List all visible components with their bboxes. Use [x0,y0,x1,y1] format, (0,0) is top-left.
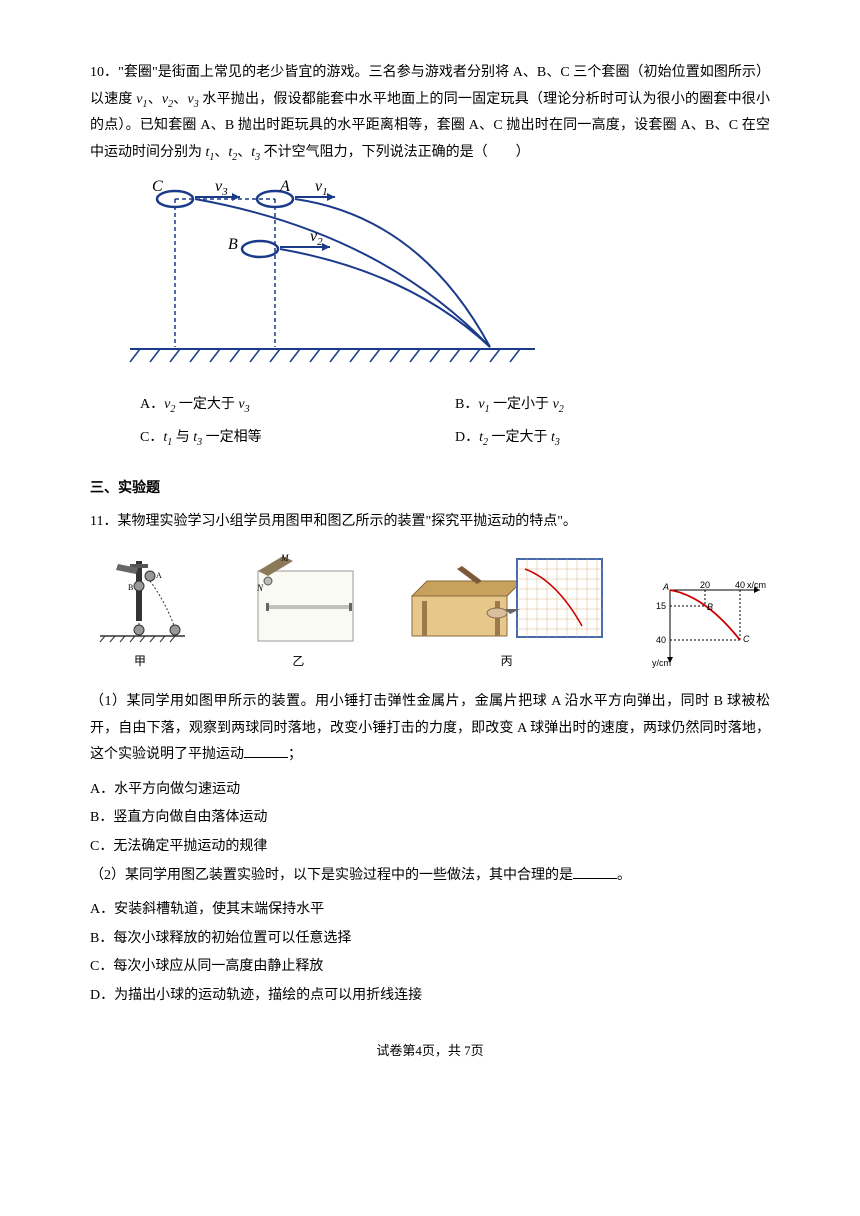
v1-sub: 1 [143,98,148,109]
v2-sub: 2 [168,98,173,109]
q11-opt1-B: B．竖直方向做自由落体运动 [90,805,770,832]
svg-text:B: B [128,583,133,592]
img-jia: A B 甲 [90,556,190,673]
img-bing: 丙 [407,551,607,673]
caption-bing: 丙 [501,650,513,673]
optB-pre: B． [455,397,478,412]
q11-opt2-D: D．为描出小球的运动轨迹，描绘的点可以用折线连接 [90,983,770,1010]
svg-text:A: A [156,571,162,580]
img-yi: M N 乙 [233,551,363,673]
q11-opt1-A: A．水平方向做匀速运动 [90,777,770,804]
optC-tail: 一定相等 [202,430,262,445]
q11-opt2-A: A．安装斜槽轨道，使其末端保持水平 [90,897,770,924]
svg-text:N: N [256,583,264,593]
optA-pre: A． [140,397,164,412]
ring-A-label: A [279,178,290,195]
t2-sub: 2 [232,152,237,163]
ytick-15: 15 [656,601,666,611]
q10-option-B: B．v1 一定小于 v2 [455,392,770,419]
q11-stem: 11．某物理实验学习小组学员用图甲和图乙所示的装置"探究平抛运动的特点"。 [90,509,770,536]
q11-number: 11 [90,514,103,529]
optB-mid: 一定小于 [490,397,553,412]
q11-p2-text: （2）某同学用图乙装置实验时，以下是实验过程中的一些做法，其中合理的是 [90,868,573,883]
img-graph: A x/cm y/cm 20 40 15 40 B C [650,578,770,673]
q11-p2: （2）某同学用图乙装置实验时，以下是实验过程中的一些做法，其中合理的是 。 [90,863,770,890]
optB-s2: 2 [559,404,564,415]
svg-text:A: A [662,582,669,592]
xlabel: x/cm [747,580,766,590]
t1-sub: 1 [209,152,214,163]
xtick-20: 20 [700,580,710,590]
blank-2[interactable] [573,865,617,879]
point-C: C [743,634,750,644]
v1-arrow-label: v1 [315,178,328,198]
point-B: B [707,602,713,612]
ylabel: y/cm [652,658,671,668]
optD-s2: 3 [555,437,560,448]
xtick-40: 40 [735,580,745,590]
q11-p1-text: （1）某同学用如图甲所示的装置。用小锤打击弹性金属片，金属片把球 A 沿水平方向… [90,694,770,762]
svg-text:M: M [280,553,289,563]
ytick-40: 40 [656,635,666,645]
q10-options-row2: C．t1 与 t3 一定相等 D．t2 一定大于 t3 [140,425,770,452]
ring-C-label: C [152,178,163,195]
q11-p1: （1）某同学用如图甲所示的装置。用小锤打击弹性金属片，金属片把球 A 沿水平方向… [90,689,770,769]
q10-diagram: C v3 A v1 B v2 [120,177,770,383]
q11-opt2-B: B．每次小球释放的初始位置可以任意选择 [90,926,770,953]
q11-opt1-C: C．无法确定平抛运动的规律 [90,834,770,861]
optA-mid: 一定大于 [175,397,238,412]
q10-t3: 不计空气阻力，下列说法正确的是（ ） [260,145,530,160]
optD-pre: D． [455,430,479,445]
q10-option-A: A．v2 一定大于 v3 [140,392,455,419]
q10-number: 10 [90,65,104,80]
caption-jia: 甲 [134,650,146,673]
page-footer: 试卷第4页，共 7页 [90,1039,770,1064]
q10-option-C: C．t1 与 t3 一定相等 [140,425,455,452]
optA-s2: 3 [245,404,250,415]
q10-option-D: D．t2 一定大于 t3 [455,425,770,452]
optD-mid: 一定大于 [488,430,551,445]
section3-heading: 三、实验题 [90,476,770,503]
q11-images: A B 甲 M N 乙 [90,551,770,673]
q10-options-row1: A．v2 一定大于 v3 B．v1 一定小于 v2 [140,392,770,419]
caption-yi: 乙 [292,650,304,673]
optC-mid: 与 [172,430,193,445]
q10-text: 10．"套圈"是街面上常见的老少皆宜的游戏。三名参与游戏者分别将 A、B、C 三… [90,60,770,167]
q11-opt2-C: C．每次小球应从同一高度由静止释放 [90,954,770,981]
q11-text: ．某物理实验学习小组学员用图甲和图乙所示的装置"探究平抛运动的特点"。 [103,514,576,529]
q11-p1-tail: ； [288,747,302,762]
optC-pre: C． [140,430,163,445]
blank-1[interactable] [244,744,288,758]
q11-p2-tail: 。 [617,868,631,883]
v3-arrow-label: v3 [215,178,228,198]
ring-B-label: B [228,236,238,253]
